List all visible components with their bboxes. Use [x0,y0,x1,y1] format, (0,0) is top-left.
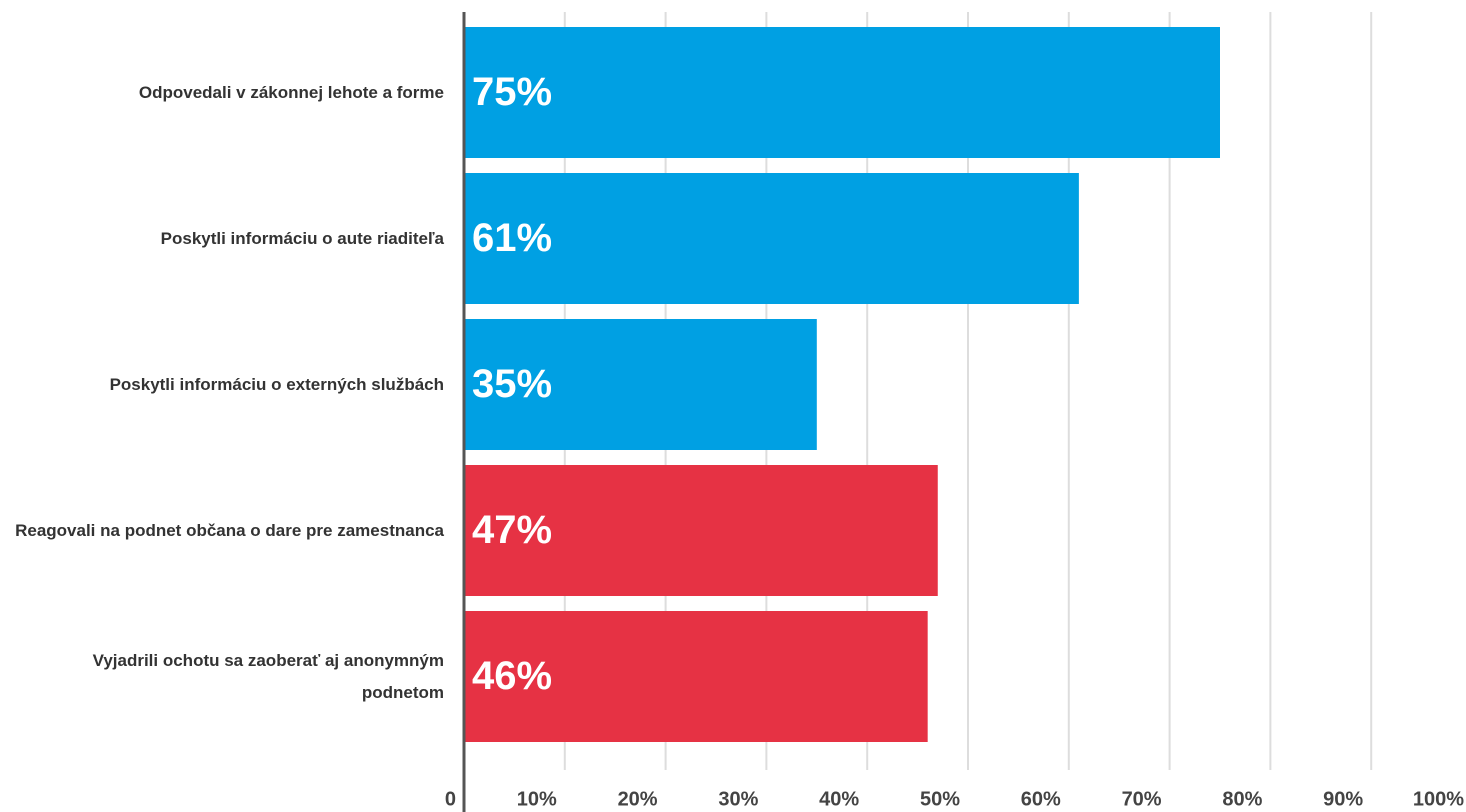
x-tick-label: 10% [517,788,557,810]
bar [464,173,1079,304]
bar [464,611,928,742]
category-label: Reagovali na podnet občana o dare pre za… [15,520,444,540]
x-tick-label: 90% [1323,788,1363,810]
data-label: 75% [472,70,552,114]
data-label: 46% [472,654,552,698]
x-tick-label: 60% [1021,788,1061,810]
category-label: Poskytli informáciu o aute riaditeľa [160,228,444,248]
x-tick-label: 80% [1222,788,1262,810]
bar [464,465,938,596]
data-label: 47% [472,508,552,552]
category-label: Odpovedali v zákonnej lehote a forme [138,82,444,102]
x-tick-label: 100% [1413,788,1464,810]
data-label: 35% [472,362,552,406]
x-tick-label: 0 [445,788,456,810]
x-tick-label: 30% [718,788,758,810]
bar [464,27,1220,158]
category-label: Vyjadrili ochotu sa zaoberať aj anonymný… [92,650,444,702]
x-tick-label: 20% [618,788,658,810]
x-tick-label: 70% [1122,788,1162,810]
data-label: 61% [472,216,552,260]
x-tick-label: 40% [819,788,859,810]
x-tick-label: 50% [920,788,960,810]
category-label: Poskytli informáciu o externých službách [109,374,444,394]
bar [464,319,817,450]
